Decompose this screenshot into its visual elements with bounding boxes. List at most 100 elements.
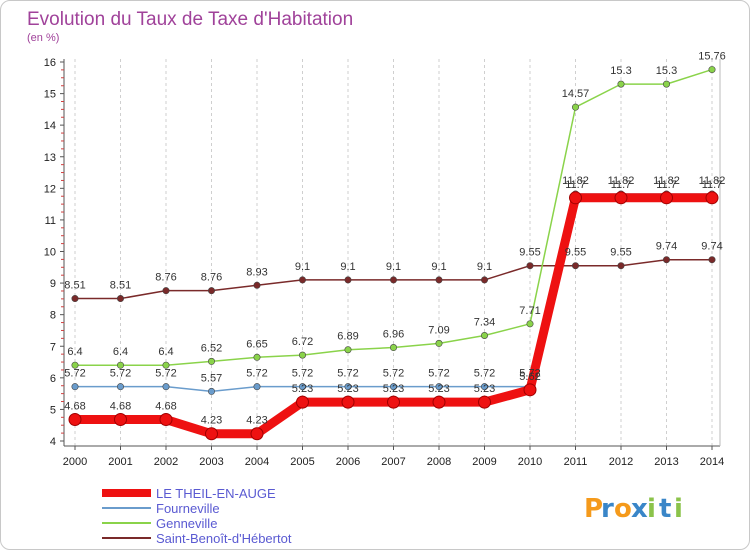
data-label: 4.68 [110,401,131,413]
data-label: 4.68 [155,401,176,413]
data-point [660,191,673,205]
data-point [526,262,534,270]
data-label: 8.76 [201,272,222,284]
data-point [341,395,355,409]
y-tick-label: 6 [50,373,56,385]
data-point [253,383,261,391]
data-point [432,395,446,409]
legend-label: Genneville [156,516,217,531]
data-label: 5.72 [64,368,85,380]
data-label: 4.68 [64,401,85,413]
data-label-layer: 8.51 8.51 8.76 8.76 8.93 9.1 9.1 9.1 9.1 9.1 9.55 9… [64,51,725,427]
data-label: 11.82 [699,175,726,187]
data-label: 9.55 [610,247,631,259]
data-point [250,427,264,441]
data-point [344,383,352,391]
data-label: 9.55 [565,247,586,259]
x-tick-label: 2007 [381,456,405,468]
data-label: 6.65 [246,338,267,350]
data-point [253,353,261,361]
series-0 [71,256,716,303]
data-point [117,383,125,391]
data-label: 15.3 [656,65,677,77]
data-point [298,276,306,284]
data-point [68,413,82,427]
data-point [387,395,400,409]
x-tick-label: 2014 [700,456,724,468]
data-label: 11.7 [611,179,632,191]
y-tick-label: 10 [44,247,56,259]
data-point [162,383,170,391]
data-point [117,295,125,303]
x-tick-label: 2012 [609,456,633,468]
series-3 [68,191,719,441]
data-label: 6.96 [383,329,404,341]
x-tick-label: 2002 [154,456,178,468]
data-label: 5.23 [428,383,449,395]
data-label: 11.82 [562,175,589,187]
data-label: 5.72 [474,368,495,380]
legend: LE THEIL-EN-AUGEFournevilleGennevilleSai… [102,486,292,546]
data-point [208,287,216,295]
data-label: 15.3 [610,65,631,77]
data-point [480,383,488,391]
data-label: 4.23 [201,415,222,427]
data-point [114,413,127,427]
data-label: 5.72 [337,368,358,380]
data-point [205,427,218,441]
logo-letter: r [601,494,614,524]
data-point [614,191,628,205]
data-label: 6.52 [201,342,222,354]
x-tick-label: 2000 [63,456,87,468]
data-label: 9.1 [431,261,446,273]
data-label: 8.51 [110,280,131,292]
y-tick-label: 5 [50,404,56,416]
data-point [478,395,491,409]
logo-letter: o [614,494,632,524]
data-point [298,383,306,391]
data-point [435,339,443,347]
data-label: 7.09 [428,324,449,336]
data-point [162,361,170,369]
data-label: 6.4 [113,346,128,358]
y-tick-label: 15 [44,89,56,101]
data-point [705,191,719,205]
x-tick-label: 2003 [199,456,223,468]
grid-layer [74,59,713,446]
x-tick-label: 2008 [427,456,451,468]
x-tick-label: 2001 [108,456,132,468]
data-label: 7.34 [474,317,495,329]
data-point [344,276,352,284]
data-label: 6.89 [337,331,358,343]
data-point [117,361,125,369]
logo-letter: i [647,494,656,524]
data-label: 5.72 [383,368,404,380]
data-point [344,346,352,354]
data-label: 9.74 [656,241,677,253]
data-point [298,351,306,359]
data-point [523,383,537,397]
data-label: 9.1 [477,261,492,273]
x-tick-label: 2009 [472,456,496,468]
data-point [71,383,79,391]
data-point [389,276,397,284]
data-label: 4.23 [246,415,267,427]
data-point [480,332,488,340]
data-label: 5.23 [337,383,358,395]
logo-letter: t [659,494,671,524]
data-label: 6.4 [67,346,82,358]
data-label: 15.76 [698,51,726,63]
data-point [71,361,79,369]
data-label: 11.82 [653,175,680,187]
data-point [526,320,534,328]
data-label: 9.1 [295,261,310,273]
data-label: 5.23 [383,383,404,395]
data-label: 11.7 [702,179,723,191]
axis-layer: 4 5 6 7 8 9 10 11 12 13 14 15 16 2000 2001 2002 2003 2004… [44,57,724,468]
logo-letter: x [631,494,648,524]
data-point [571,103,579,111]
logo-letter: i [674,494,683,524]
y-tick-label: 9 [50,278,56,290]
data-label: 9.74 [701,241,722,253]
